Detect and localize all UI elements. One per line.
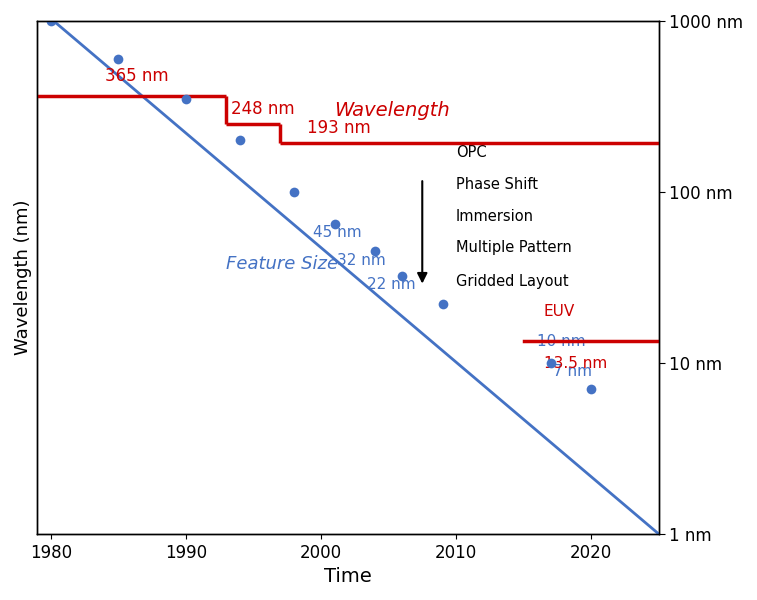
Text: 365 nm: 365 nm: [105, 67, 169, 85]
Text: Multiple Pattern: Multiple Pattern: [456, 241, 572, 256]
Y-axis label: Wavelength (nm): Wavelength (nm): [14, 200, 32, 355]
Text: Wavelength: Wavelength: [335, 101, 450, 120]
Text: 13.5 nm: 13.5 nm: [544, 356, 607, 371]
Text: 193 nm: 193 nm: [307, 119, 371, 137]
Text: Feature Size: Feature Size: [226, 255, 338, 273]
Text: 32 nm: 32 nm: [337, 253, 386, 268]
Text: Immersion: Immersion: [456, 209, 534, 224]
Text: 45 nm: 45 nm: [313, 226, 362, 241]
Text: Gridded Layout: Gridded Layout: [456, 274, 569, 289]
Text: Phase Shift: Phase Shift: [456, 177, 538, 192]
Text: 22 nm: 22 nm: [367, 277, 416, 292]
Text: 7 nm: 7 nm: [553, 364, 592, 379]
Text: EUV: EUV: [544, 304, 575, 319]
Text: 10 nm: 10 nm: [537, 334, 586, 349]
Text: OPC: OPC: [456, 145, 487, 160]
Text: 248 nm: 248 nm: [231, 100, 294, 118]
X-axis label: Time: Time: [324, 567, 372, 586]
